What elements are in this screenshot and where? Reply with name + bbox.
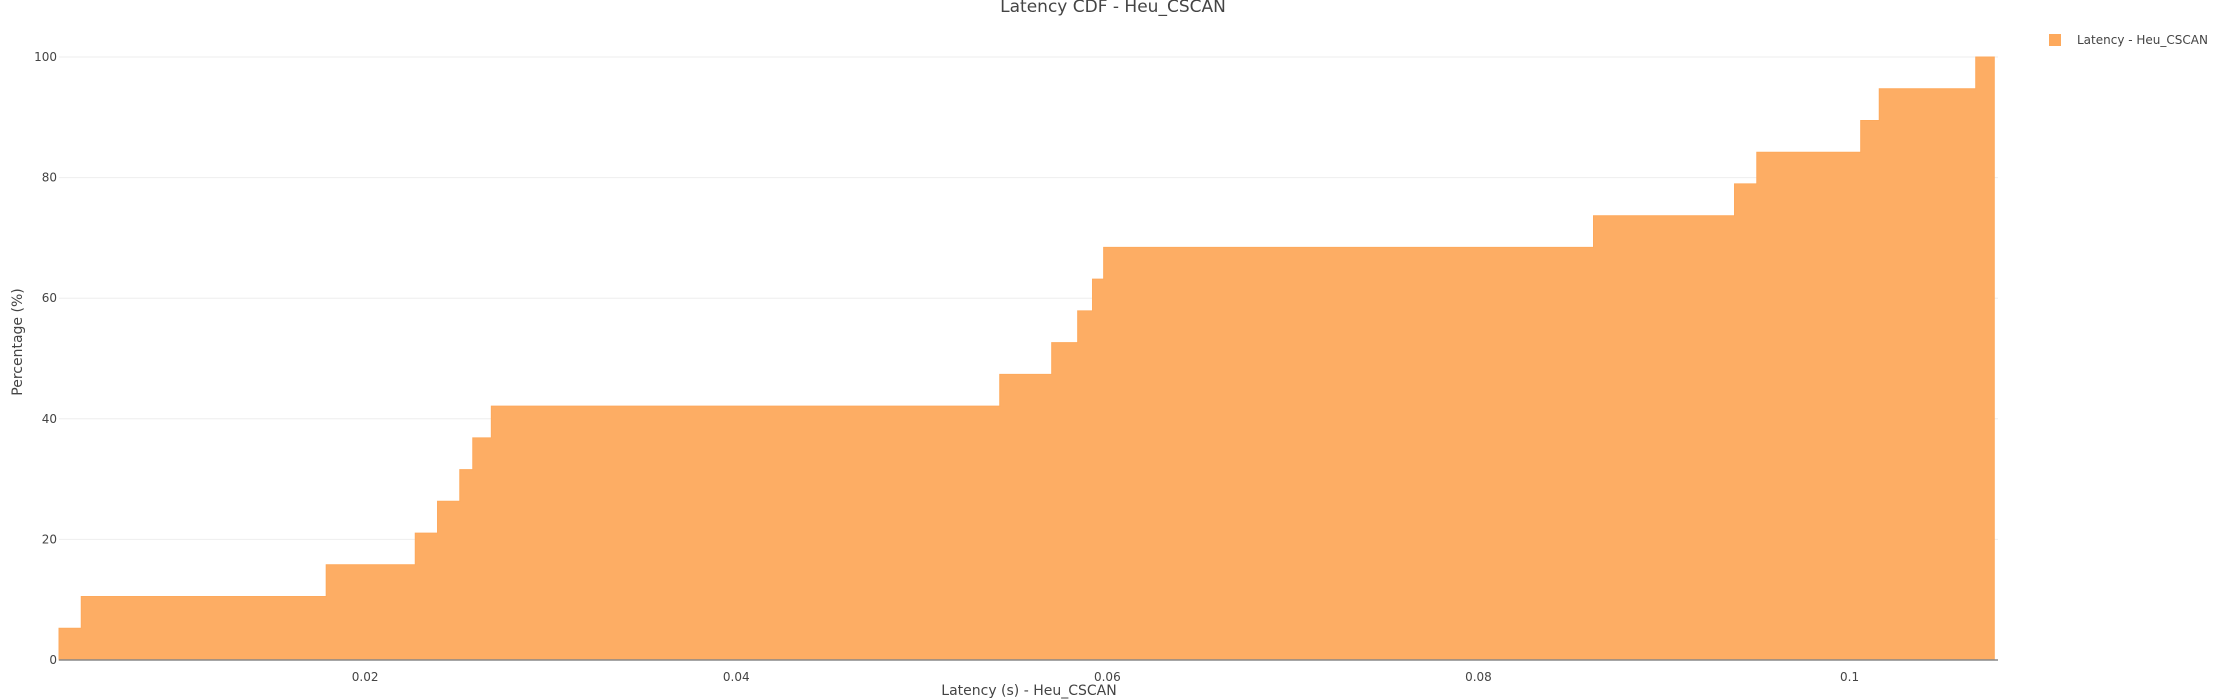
y-tick-label: 60 [42, 291, 57, 305]
x-axis-title: Latency (s) - Heu_CSCAN [941, 683, 1116, 699]
x-tick-label: 0.02 [352, 670, 379, 684]
x-tick-label: 0.04 [723, 670, 750, 684]
legend-label: Latency - Heu_CSCAN [2077, 33, 2208, 47]
cdf-area-series[interactable] [59, 57, 1994, 660]
y-tick-label: 40 [42, 412, 57, 426]
y-axis-title: Percentage (%) [10, 288, 26, 395]
x-tick-label: 0.08 [1465, 670, 1492, 684]
series-layer [59, 57, 1994, 660]
legend-swatch [2049, 34, 2061, 46]
y-tick-label: 0 [49, 653, 57, 667]
legend[interactable]: Latency - Heu_CSCAN [2049, 33, 2208, 47]
chart-title: Latency CDF - Heu_CSCAN [1000, 0, 1226, 17]
x-tick-label: 0.06 [1094, 670, 1121, 684]
x-tick-label: 0.1 [1840, 670, 1859, 684]
y-tick-label: 100 [34, 50, 57, 64]
y-tick-label: 80 [42, 171, 57, 185]
y-tick-label: 20 [42, 532, 57, 546]
